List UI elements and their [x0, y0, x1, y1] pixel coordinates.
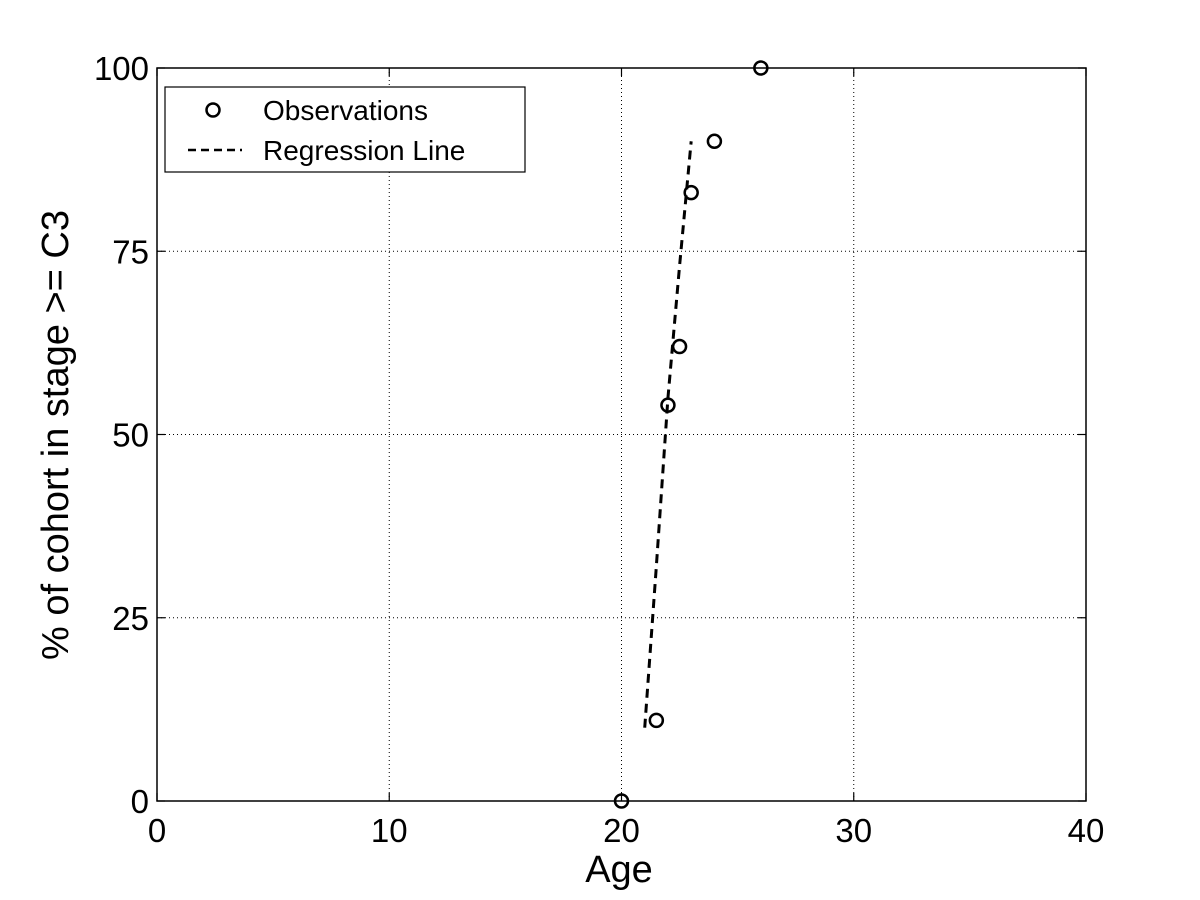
- observation-point: [683, 184, 699, 201]
- observation-point: [753, 60, 769, 76]
- x-tick-label: 40: [1068, 812, 1105, 849]
- axis-ticks: 0 10 20 30 40 0 25 50 75 100: [94, 50, 1104, 849]
- legend-observations-label: Observations: [263, 95, 428, 126]
- x-tick-label: 10: [371, 812, 408, 849]
- x-axis-title: Age: [585, 849, 653, 891]
- legend-observations-marker: [205, 102, 221, 118]
- x-tick-label: 20: [603, 812, 640, 849]
- y-axis-title: % of cohort in stage >= C3: [35, 210, 77, 660]
- observation-point: [671, 338, 688, 355]
- observation-point: [660, 397, 676, 413]
- data-series: [613, 60, 769, 809]
- y-tick-label: 75: [112, 233, 149, 270]
- y-tick-label: 25: [112, 600, 149, 637]
- observation-point: [648, 712, 665, 729]
- y-tick-label: 0: [131, 783, 149, 820]
- grid-lines: [157, 68, 1086, 801]
- legend: Observations Regression Line: [164, 86, 526, 173]
- y-tick-label: 50: [112, 417, 149, 454]
- x-tick-label: 30: [835, 812, 872, 849]
- x-tick-label: 0: [148, 812, 166, 849]
- observation-point: [706, 133, 723, 150]
- legend-regression-label: Regression Line: [263, 135, 465, 166]
- legend-box: [164, 86, 526, 173]
- y-tick-label: 100: [94, 50, 149, 87]
- observation-point: [613, 793, 630, 809]
